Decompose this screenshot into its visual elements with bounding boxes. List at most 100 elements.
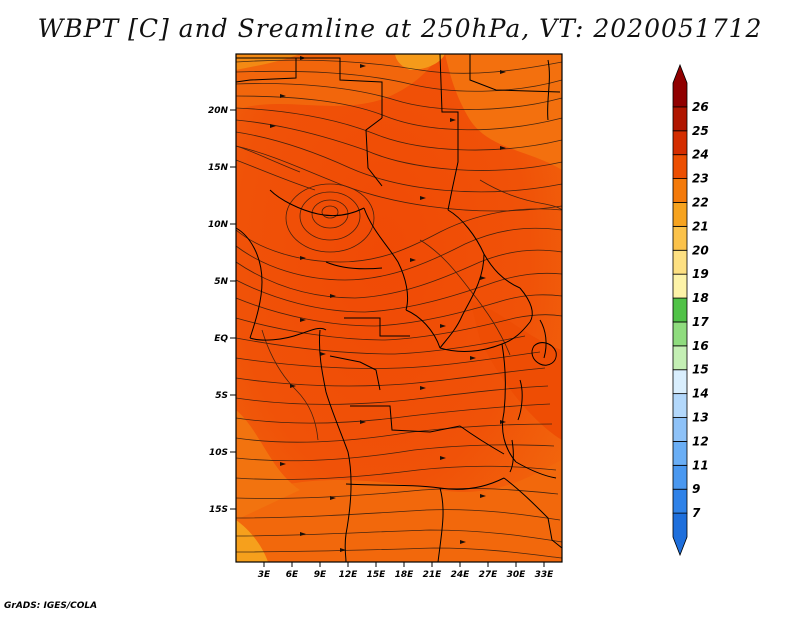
colorbar-label: 17 <box>692 315 709 329</box>
streamline <box>235 529 563 543</box>
colorbar-segment <box>672 297 688 323</box>
colorbar-label: 23 <box>692 172 709 186</box>
lon-label: 9E <box>314 570 327 580</box>
lon-axis <box>263 562 545 567</box>
arrowhead <box>420 196 426 200</box>
streamline <box>419 239 511 356</box>
credit-text: GrADS: IGES/COLA <box>4 601 98 611</box>
arrowhead <box>450 118 456 122</box>
arrowhead <box>500 146 506 150</box>
border <box>235 227 263 339</box>
colorbar-label: 18 <box>692 291 709 305</box>
arrowhead <box>420 386 426 390</box>
colorbar-segment <box>672 202 688 227</box>
border <box>269 189 365 217</box>
arrowhead <box>330 294 336 298</box>
colorbar-label: 25 <box>692 124 709 138</box>
streamline <box>321 205 339 219</box>
arrowhead <box>300 318 306 322</box>
colorbar-segment <box>672 63 688 108</box>
streamline <box>235 444 555 462</box>
border <box>519 287 533 323</box>
streamline <box>235 367 546 387</box>
shading-patch-ne <box>395 54 445 70</box>
lon-label: 21E <box>423 570 443 580</box>
colorbar-label: 24 <box>692 148 709 162</box>
lon-label: 15E <box>367 570 387 580</box>
lake <box>517 379 523 421</box>
shading-band-south <box>236 460 562 562</box>
lon-label: 3E <box>258 570 271 580</box>
streamline <box>235 335 526 355</box>
colorbar-label: 9 <box>692 482 700 496</box>
streamline <box>261 329 319 441</box>
lat-label: 10N <box>208 220 229 230</box>
border <box>439 53 459 211</box>
colorbar-segment <box>672 106 688 132</box>
streamline <box>235 70 563 92</box>
colorbar-segment <box>672 417 688 442</box>
lat-label: EQ <box>214 334 228 344</box>
arrowhead <box>360 64 366 68</box>
streamline <box>235 159 316 191</box>
border <box>329 355 381 391</box>
streamline <box>235 272 563 313</box>
arrowhead <box>280 94 286 98</box>
lon-label: 6E <box>286 570 299 580</box>
streamline <box>235 249 563 299</box>
colorbar-label: 19 <box>692 267 709 281</box>
streamline <box>235 145 301 173</box>
border <box>501 343 517 463</box>
border <box>405 309 441 349</box>
lat-labels: 20N 15N 10N 5N EQ 5S 10S 15S <box>208 106 229 515</box>
streamline <box>235 509 561 521</box>
arrowhead <box>480 276 486 280</box>
border <box>350 405 461 433</box>
colorbar-label: 7 <box>692 506 701 520</box>
border <box>345 477 505 490</box>
streamline <box>235 465 557 480</box>
lon-label: 33E <box>535 570 555 580</box>
arrowhead <box>410 258 416 262</box>
colorbar-segment <box>672 178 688 203</box>
lat-label: 5S <box>215 391 228 401</box>
colorbar-segment <box>672 321 688 347</box>
streamline <box>235 403 551 424</box>
colorbar-segment <box>672 154 688 179</box>
shading-band-se <box>470 300 562 440</box>
streamline <box>235 385 549 405</box>
streamline <box>235 423 553 443</box>
colorbar-segment <box>672 512 688 557</box>
arrowhead <box>330 496 336 500</box>
colorbar-segment <box>672 464 688 490</box>
streamline-arrows <box>270 56 506 552</box>
border <box>296 57 383 118</box>
arrowhead <box>320 352 326 356</box>
lon-label: 18E <box>395 570 415 580</box>
arrowhead <box>280 462 286 466</box>
lat-label: 10S <box>209 448 228 458</box>
border <box>363 207 409 311</box>
arrowhead <box>360 420 366 424</box>
lon-label: 12E <box>339 570 359 580</box>
arrowhead <box>440 324 446 328</box>
arrowhead <box>270 124 276 128</box>
border <box>515 461 557 479</box>
colorbar-segment <box>672 393 688 418</box>
shading-band-sw <box>236 410 300 520</box>
colorbar-label: 11 <box>692 458 709 472</box>
arrowhead <box>480 494 486 498</box>
streamline <box>235 487 559 499</box>
streamline <box>235 119 563 171</box>
streamline <box>235 95 563 131</box>
streamline <box>235 107 563 151</box>
country-borders <box>235 53 563 563</box>
colorbar-segment <box>672 345 688 371</box>
arrowhead <box>440 456 446 460</box>
streamline <box>235 547 563 559</box>
colorbar: 7 9 11 12 13 14 15 16 17 18 19 20 21 22 23 24 25 26 <box>672 63 709 557</box>
colorbar-label: 26 <box>692 100 709 114</box>
streamlines <box>235 59 563 559</box>
border <box>325 261 383 270</box>
